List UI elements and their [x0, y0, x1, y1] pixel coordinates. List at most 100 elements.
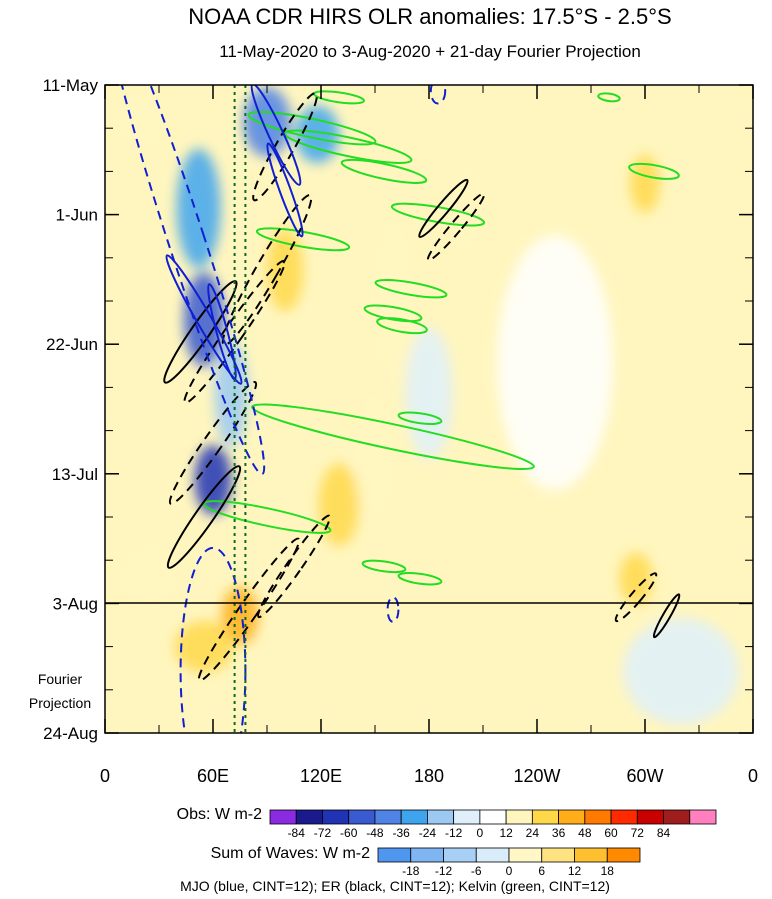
anomaly-blob-18: [318, 463, 360, 546]
mjo-contour-3: [106, 85, 266, 476]
obs-colorbar-swatch: [453, 809, 481, 825]
anomaly-blob-5: [214, 340, 248, 447]
obs-colorbar-swatch: [531, 809, 559, 825]
obs-colorbar-tick: -72: [314, 826, 332, 840]
chart-title: NOAA CDR HIRS OLR anomalies: 17.5°S - 2.…: [188, 4, 671, 29]
sum-colorbar-tick: 18: [601, 864, 615, 878]
x-tick-label: 120E: [300, 766, 342, 786]
obs-colorbar-swatch: [610, 809, 638, 825]
sum-colorbar-tick: 0: [506, 864, 513, 878]
x-tick-label: 0: [100, 766, 110, 786]
obs-colorbar-swatch: [663, 809, 691, 825]
y-axis: 11-May 1-Jun 22-Jun 13-Jul 3-Aug 24-Aug: [43, 76, 753, 743]
mjo-contour-1: [266, 142, 304, 238]
x-tick-label: 180: [414, 766, 444, 786]
obs-colorbar-tick: -36: [393, 826, 411, 840]
sum-colorbar-swatch: [410, 847, 444, 863]
mjo-contour-2: [165, 254, 243, 385]
obs-colorbar-swatch: [427, 809, 455, 825]
mjo-contour-5: [179, 546, 247, 733]
er-contour-7: [257, 514, 331, 619]
projection-label-line2: Projection: [29, 695, 91, 711]
er-contour-3: [183, 259, 286, 404]
sum-colorbar-swatch: [443, 847, 477, 863]
obs-colorbar-tick: 12: [499, 826, 513, 840]
kelvin-contour-12: [397, 571, 443, 586]
obs-colorbar-swatch: [400, 809, 428, 825]
chart-subtitle: 11-May-2020 to 3-Aug-2020 + 21-day Fouri…: [219, 42, 641, 61]
mjo-contour-7: [429, 85, 447, 105]
x-tick-label: 0: [748, 766, 758, 786]
obs-colorbar-tick: 36: [552, 826, 566, 840]
kelvin-contour-13: [628, 162, 680, 180]
y-tick-label: 22-Jun: [46, 335, 98, 354]
anomaly-blob-13: [117, 93, 165, 151]
sum-colorbar-swatch: [574, 847, 608, 863]
obs-colorbar-label: Obs: W m-2: [177, 806, 262, 823]
sum-colorbar-swatch: [606, 847, 641, 863]
anomaly-blob-11: [371, 219, 415, 383]
obs-colorbar-tick: 60: [604, 826, 618, 840]
obs-colorbar-tick: -12: [445, 826, 463, 840]
obs-colorbar-swatch: [479, 809, 507, 825]
y-tick-label: 13-Jul: [52, 465, 98, 484]
anomaly-blob-17: [354, 389, 396, 521]
obs-colorbar-tick: 0: [477, 826, 484, 840]
obs-colorbar-swatch: [584, 809, 612, 825]
er-contour-4: [168, 381, 258, 505]
sum-colorbar-swatch: [541, 847, 575, 863]
anomaly-blob-12: [405, 327, 453, 460]
sum-colorbar-tick: -6: [471, 864, 482, 878]
y-tick-label: 11-May: [43, 76, 99, 95]
anomaly-blob-9: [630, 155, 660, 213]
anomaly-blob-10: [619, 553, 653, 605]
sum-colorbar: Sum of Waves: W m-2 -18 -12 -6 0 6 12 18: [211, 845, 641, 878]
anomaly-blob-16: [497, 235, 613, 491]
obs-colorbar-swatch: [558, 809, 586, 825]
obs-colorbar: Obs: W m-2 -84 -72 -60 -48 -36 -24 -12 0 12 24 36 4…: [177, 806, 717, 840]
obs-colorbar-tick: 24: [526, 826, 540, 840]
x-axis: 0 60E 120E 180 120W 60W 0: [100, 85, 758, 786]
plot-area: [105, 85, 753, 733]
obs-colorbar-swatch: [322, 809, 350, 825]
sum-colorbar-tick: -18: [402, 864, 420, 878]
projection-label-line1: Fourier: [38, 671, 83, 687]
kelvin-contour-3: [255, 227, 351, 252]
anomaly-blob-15: [623, 617, 739, 725]
y-tick-label: 1-Jun: [55, 206, 98, 225]
sum-colorbar-swatch: [475, 847, 510, 863]
sum-colorbar-swatch: [508, 847, 543, 863]
obs-colorbar-swatch: [636, 809, 664, 825]
obs-colorbar-swatch: [374, 809, 402, 825]
sum-colorbar-tick: 12: [568, 864, 582, 878]
footnote: MJO (blue, CINT=12); ER (black, CINT=12)…: [180, 878, 610, 894]
x-tick-label: 60W: [626, 766, 663, 786]
er-contour-9: [426, 192, 486, 262]
anomaly-blob-4: [295, 105, 340, 164]
kelvin-contour-2: [340, 158, 428, 184]
sum-colorbar-swatch: [377, 847, 412, 863]
kelvin-contour-11: [361, 559, 407, 574]
x-tick-label: 120W: [513, 766, 560, 786]
er-contour-11: [652, 593, 681, 639]
obs-colorbar-swatch: [269, 809, 297, 825]
er-contour-6: [197, 537, 301, 682]
sum-colorbar-label: Sum of Waves: W m-2: [211, 845, 371, 862]
obs-colorbar-swatch: [348, 809, 376, 825]
kelvin-contour-9: [251, 403, 535, 471]
obs-colorbar-tick: 84: [657, 826, 671, 840]
mjo-contour-6: [386, 596, 400, 623]
er-contour-5: [166, 465, 242, 569]
x-tick-label: 60E: [197, 766, 229, 786]
obs-colorbar-swatch: [295, 809, 323, 825]
sum-colorbar-tick: -12: [435, 864, 453, 878]
er-contour-0: [252, 92, 318, 202]
kelvin-contour-0: [247, 110, 377, 146]
anomaly-blob-14: [119, 543, 181, 614]
anomaly-blob-1: [194, 445, 232, 515]
kelvin-contour-4: [390, 202, 486, 227]
obs-colorbar-swatch: [505, 809, 533, 825]
obs-colorbar-tick: -84: [288, 826, 306, 840]
kelvin-contour-14: [597, 92, 621, 103]
